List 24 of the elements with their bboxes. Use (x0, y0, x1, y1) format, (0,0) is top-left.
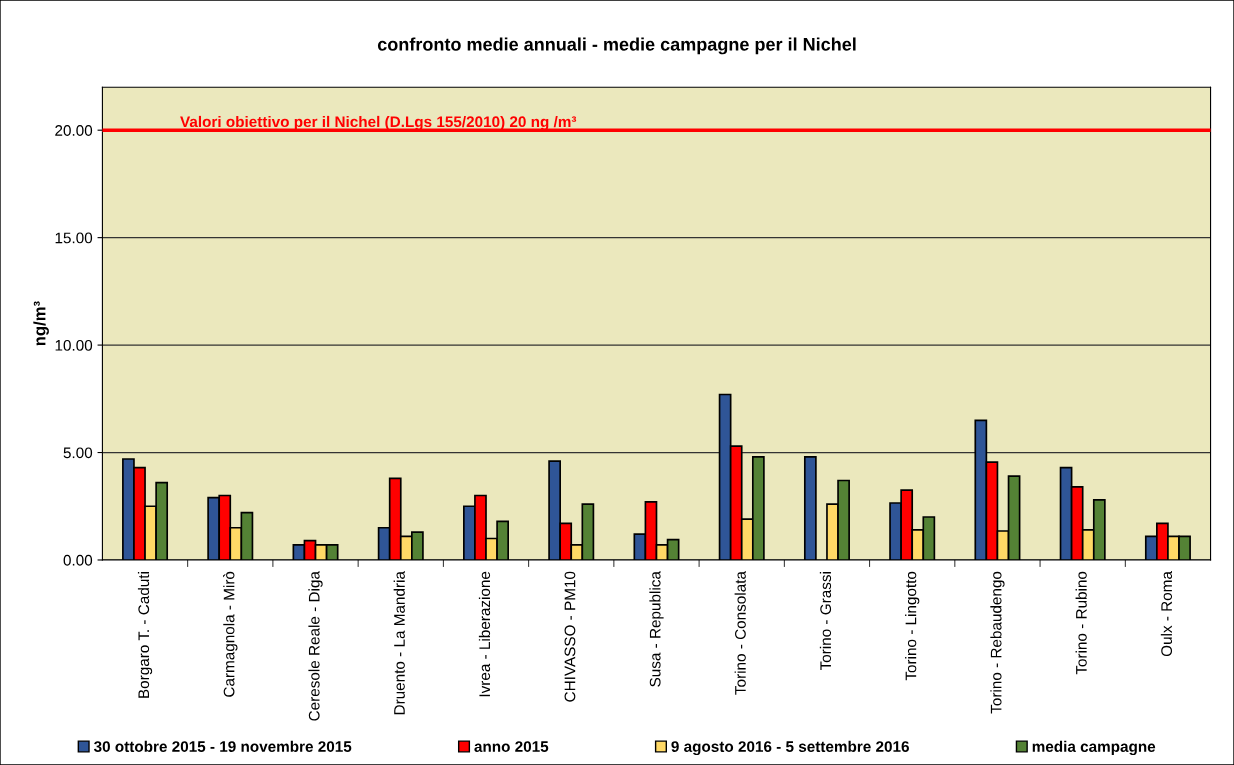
legend-label: anno 2015 (474, 741, 549, 752)
legend-label: 30 ottobre 2015 - 19 novembre 2015 (93, 740, 352, 753)
legend-label: media campagne (1032, 740, 1156, 756)
y-tick-label: 5.00 (63, 447, 93, 459)
y-tick-label: 15.00 (55, 232, 93, 244)
x-tick-label: Torino - Rebaudengo (990, 571, 1005, 714)
x-tick-label: Ivrea - Liberazione (478, 571, 491, 697)
chart-title: confronto medie annuali - medie campagne per il Nichel (377, 37, 856, 55)
x-tick-label: Susa - Republica (649, 571, 664, 687)
x-tick-label: Torino - Grassi (819, 572, 832, 671)
y-tick-label: 10.00 (55, 339, 93, 351)
legend-label: 9 agosto 2016 - 5 settembre 2016 (671, 740, 909, 756)
x-tick-label: Torino - Rubino (1075, 571, 1087, 675)
x-tick-label: Oulx - Roma (1160, 571, 1173, 657)
x-tick-label: Torino - Consolata (734, 571, 746, 695)
x-tick-label: Druento - La Mandria (393, 571, 405, 715)
y-tick-label: 20.00 (55, 125, 93, 136)
x-tick-label: CHIVASSO - PM10 (564, 571, 576, 702)
y-axis-title: ng/m³ (33, 301, 49, 346)
x-tick-label: Carmagnola - Mirò (223, 571, 238, 697)
x-tick-label: Borgaro T. - Caduti (137, 572, 153, 698)
y-tick-label: 0.00 (63, 554, 93, 566)
x-tick-label: Ceresole Reale - Diga (308, 571, 323, 721)
x-tick-label: Torino - Lingotto (905, 571, 920, 681)
